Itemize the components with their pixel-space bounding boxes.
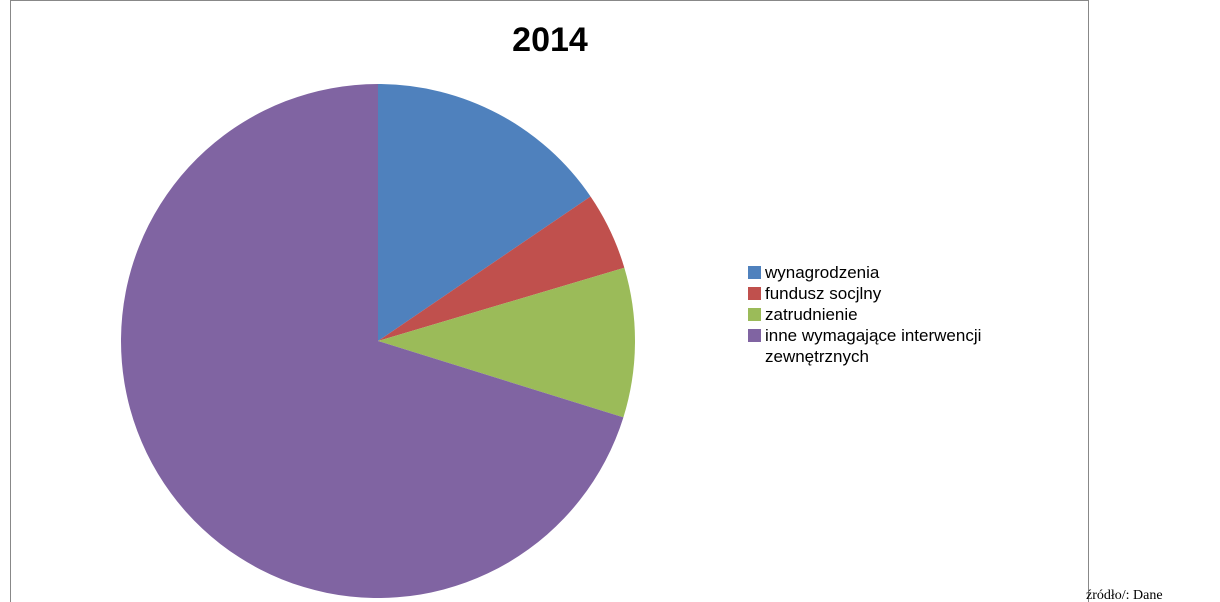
pie-slice [378, 84, 591, 341]
legend-label: inne wymagające interwencji zewnętrznych [765, 326, 982, 366]
legend-item: wynagrodzenia [748, 262, 1088, 283]
source-note: źródło/: Dane [1086, 588, 1163, 602]
pie-slice [378, 267, 635, 418]
legend-label: zatrudnienie [765, 305, 858, 324]
legend-swatch [748, 266, 761, 279]
chart-frame [10, 0, 1089, 602]
legend-item: zatrudnienie [748, 304, 1088, 325]
legend-label: fundusz socjlny [765, 284, 882, 303]
legend-item: inne wymagające interwencji zewnętrznych [748, 325, 1088, 367]
pie-slice [378, 196, 625, 341]
legend-swatch [748, 329, 761, 342]
legend-swatch [748, 308, 761, 321]
pie-slice [121, 84, 624, 598]
chart-title: 2014 [512, 21, 588, 59]
legend: wynagrodzenia fundusz socjlny zatrudnienie… [748, 262, 1088, 367]
legend-swatch [748, 287, 761, 300]
legend-label: wynagrodzenia [765, 263, 880, 282]
legend-item: fundusz socjlny [748, 283, 1088, 304]
